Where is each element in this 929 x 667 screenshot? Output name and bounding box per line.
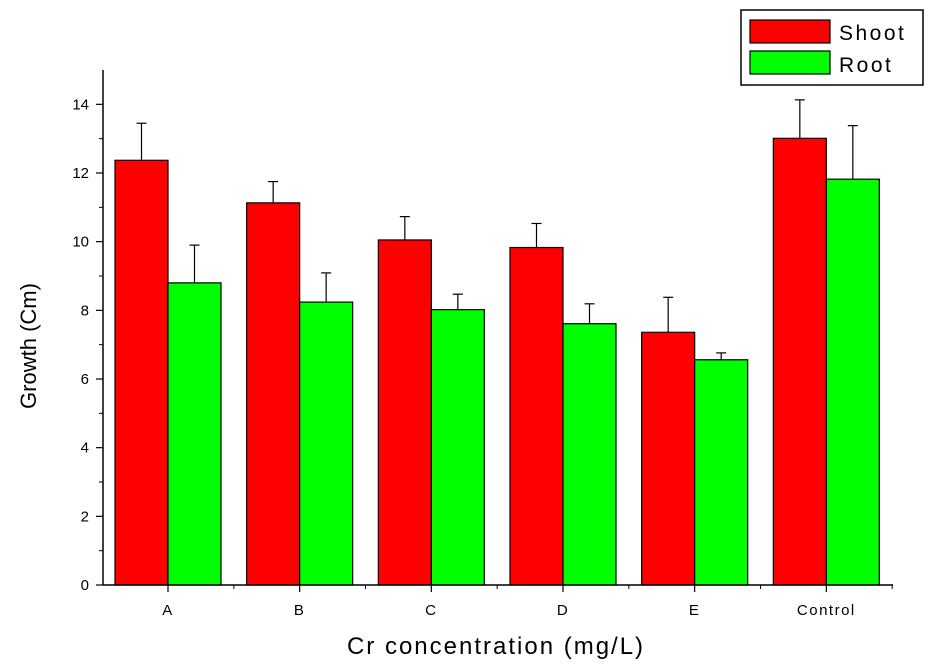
y-tick-label: 8	[81, 302, 89, 319]
ticks-layer: A B C D E Control 0 2 4 6 8 10 12 14	[72, 96, 893, 619]
legend: Shoot Root	[740, 9, 924, 86]
bar-shoot-d	[509, 246, 564, 586]
x-tick-label: D	[557, 602, 569, 619]
legend-label-shoot: Shoot	[839, 22, 906, 45]
x-tick-label: E	[689, 602, 701, 619]
y-axis-title: Growth (Cm)	[16, 283, 41, 409]
y-tick-label: 14	[72, 96, 89, 113]
x-tick-label: B	[294, 602, 306, 619]
bars-layer	[114, 137, 880, 586]
error-bars-layer	[136, 99, 858, 360]
y-tick-label: 4	[81, 440, 89, 457]
bar-root-control	[825, 178, 880, 586]
legend-swatch-root	[749, 50, 831, 75]
bar-root-a	[167, 282, 222, 586]
bar-root-d	[562, 323, 617, 586]
bar-root-e	[694, 359, 749, 586]
bar-shoot-a	[114, 159, 169, 586]
x-tick-label: Control	[797, 602, 856, 619]
bar-shoot-b	[246, 202, 301, 586]
x-axis-title: Cr concentration (mg/L)	[347, 633, 645, 660]
bar-shoot-e	[641, 331, 696, 586]
y-tick-label: 6	[81, 371, 89, 388]
legend-swatch-shoot	[749, 19, 831, 44]
legend-label-root: Root	[839, 54, 893, 77]
bar-shoot-control	[772, 137, 827, 586]
bar-root-c	[430, 309, 485, 586]
y-tick-label: 0	[81, 577, 89, 594]
bar-root-b	[299, 301, 354, 586]
x-tick-label: A	[162, 602, 174, 619]
bar-shoot-c	[377, 239, 432, 586]
axes-layer	[102, 70, 893, 586]
y-tick-label: 2	[81, 508, 89, 525]
x-tick-label: C	[425, 602, 437, 619]
y-tick-label: 12	[72, 165, 89, 182]
y-tick-label: 10	[72, 234, 89, 251]
